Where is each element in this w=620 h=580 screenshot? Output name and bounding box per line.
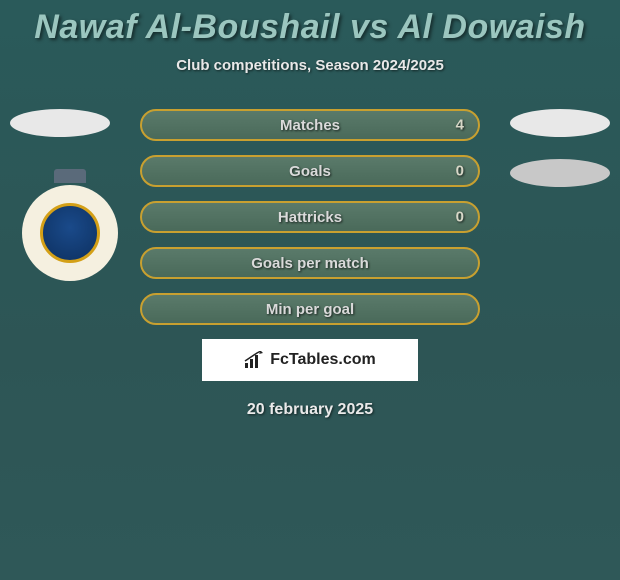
date-text: 20 february 2025	[0, 401, 620, 419]
page-subtitle: Club competitions, Season 2024/2025	[0, 57, 620, 74]
stat-label: Goals per match	[251, 255, 369, 272]
brand-box[interactable]: FcTables.com	[202, 339, 418, 381]
crown-icon	[54, 169, 86, 183]
stat-row-goals: Goals 0	[140, 155, 480, 187]
stat-row-min-per-goal: Min per goal	[140, 293, 480, 325]
stat-label: Goals	[289, 163, 331, 180]
brand-text: FcTables.com	[270, 351, 376, 369]
stat-label: Hattricks	[278, 209, 342, 226]
comparison-panel: Matches 4 Goals 0 Hattricks 0 Goals per …	[0, 109, 620, 419]
player-right-placeholder-1	[510, 109, 610, 137]
club-badge-left	[22, 185, 118, 281]
player-right-placeholder-2	[510, 159, 610, 187]
player-left-placeholder	[10, 109, 110, 137]
club-badge-inner	[40, 203, 100, 263]
stat-row-goals-per-match: Goals per match	[140, 247, 480, 279]
stat-row-hattricks: Hattricks 0	[140, 201, 480, 233]
page-title: Nawaf Al-Boushail vs Al Dowaish	[0, 0, 620, 47]
stat-value: 4	[456, 117, 464, 134]
chart-icon	[244, 351, 266, 369]
stat-label: Matches	[280, 117, 340, 134]
stat-value: 0	[456, 209, 464, 226]
stat-value: 0	[456, 163, 464, 180]
stat-row-matches: Matches 4	[140, 109, 480, 141]
stat-label: Min per goal	[266, 301, 354, 318]
stat-rows: Matches 4 Goals 0 Hattricks 0 Goals per …	[140, 109, 480, 325]
